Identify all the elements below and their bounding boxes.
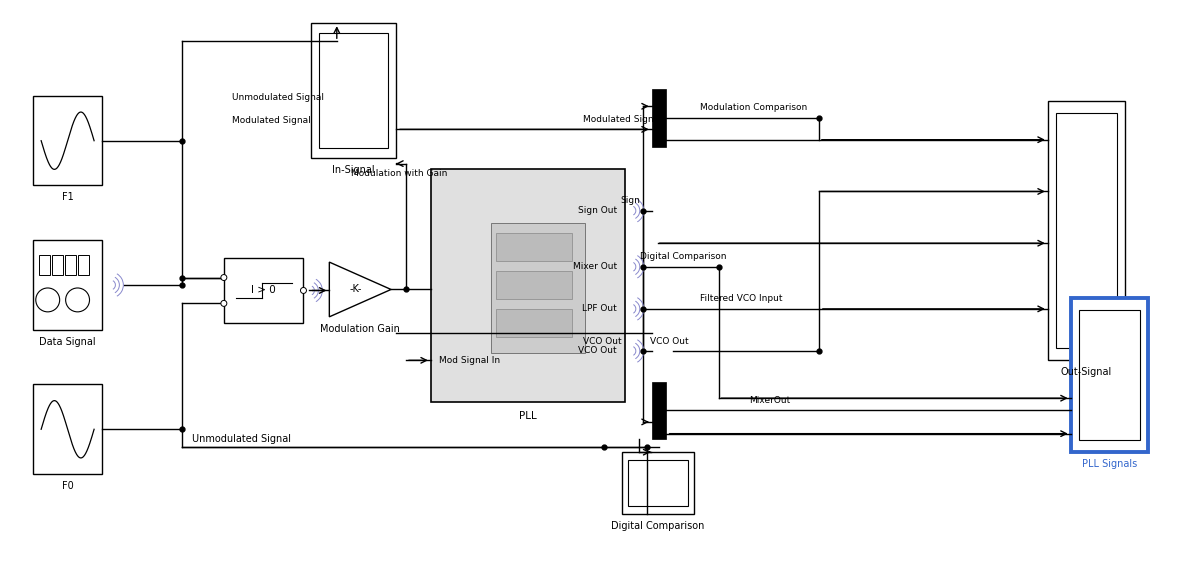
Text: I > 0: I > 0 — [251, 285, 276, 295]
Bar — [32, 384, 102, 474]
Text: Sign: Sign — [620, 196, 640, 205]
Bar — [1079, 310, 1140, 440]
Bar — [622, 452, 694, 514]
Bar — [32, 240, 102, 330]
Bar — [496, 271, 572, 299]
Text: F1: F1 — [61, 192, 73, 203]
Text: Modulation with Gain: Modulation with Gain — [352, 169, 448, 178]
Text: Digital Comparison: Digital Comparison — [611, 521, 704, 531]
Text: VCO Out: VCO Out — [649, 337, 689, 345]
Text: Mod Signal In: Mod Signal In — [439, 356, 500, 365]
Text: VCO Out: VCO Out — [583, 337, 622, 345]
Bar — [65, 255, 76, 275]
Text: In-Signal: In-Signal — [332, 165, 376, 174]
Text: Mixer Out: Mixer Out — [572, 262, 617, 271]
Circle shape — [300, 288, 306, 293]
Text: LPF Out: LPF Out — [582, 305, 617, 314]
Bar — [431, 169, 625, 402]
Text: Modulated Signal: Modulated Signal — [583, 115, 662, 124]
Bar — [628, 460, 688, 506]
Bar — [491, 224, 586, 353]
Text: -K-: -K- — [349, 285, 361, 294]
Bar — [224, 258, 304, 323]
Circle shape — [221, 275, 227, 281]
Text: PLL Signals: PLL Signals — [1082, 459, 1138, 469]
Polygon shape — [329, 262, 391, 317]
Bar — [652, 381, 666, 439]
Bar — [496, 309, 572, 337]
Bar — [319, 33, 388, 148]
Text: Modulation Gain: Modulation Gain — [320, 324, 400, 334]
Text: Unmodulated Signal: Unmodulated Signal — [192, 434, 292, 444]
Bar — [32, 96, 102, 186]
Text: Unmodulated Signal: Unmodulated Signal — [232, 93, 324, 102]
Bar — [38, 255, 49, 275]
Text: PLL: PLL — [518, 411, 536, 421]
Text: Modulation Comparison: Modulation Comparison — [700, 104, 806, 113]
Bar — [1048, 101, 1126, 359]
Text: Modulated Signal: Modulated Signal — [232, 116, 311, 125]
Circle shape — [221, 301, 227, 306]
Text: Data Signal: Data Signal — [40, 337, 96, 347]
Text: Digital Comparison: Digital Comparison — [640, 252, 726, 261]
Bar — [652, 89, 666, 147]
Bar — [1056, 113, 1117, 348]
Bar — [78, 255, 89, 275]
Bar — [312, 23, 396, 157]
Bar — [1070, 298, 1148, 452]
Text: Filtered VCO Input: Filtered VCO Input — [700, 294, 782, 303]
Text: VCO Out: VCO Out — [578, 346, 617, 355]
Bar — [52, 255, 62, 275]
Bar — [496, 233, 572, 261]
Text: Sign Out: Sign Out — [577, 206, 617, 215]
Text: F0: F0 — [61, 481, 73, 491]
Text: Out-Signal: Out-Signal — [1061, 367, 1112, 376]
Text: MixerOut: MixerOut — [749, 396, 791, 405]
